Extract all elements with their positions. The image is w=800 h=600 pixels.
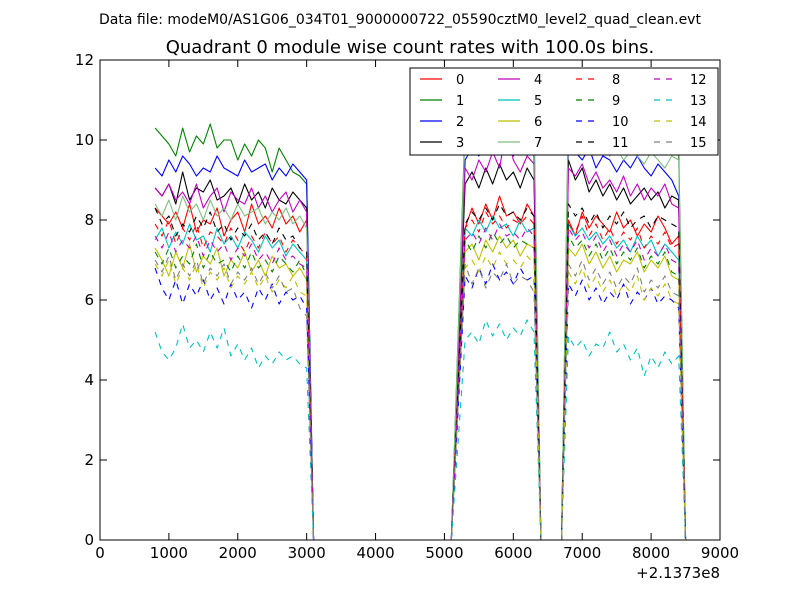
x-tick-label: 2000	[219, 544, 257, 562]
x-tick-label: 0	[95, 544, 105, 562]
legend-label-9: 9	[612, 94, 620, 109]
legend-label-13: 13	[690, 94, 707, 109]
series-line-6	[154, 235, 687, 541]
legend-label-4: 4	[534, 73, 542, 88]
series-line-7	[154, 103, 687, 541]
series-line-10	[154, 263, 687, 541]
series-line-1	[154, 107, 687, 541]
legend-box	[409, 67, 719, 156]
x-tick-label: 8000	[632, 544, 670, 562]
series-line-9	[154, 231, 687, 541]
legend-label-0: 0	[456, 73, 464, 88]
legend-label-14: 14	[690, 115, 707, 130]
x-tick-label: 5000	[425, 544, 463, 562]
legend-label-10: 10	[612, 115, 629, 130]
axis-ticks: 0 1000 2000 3000 4000 5000 6000 7000 8000 9000 0 2 4…	[75, 51, 739, 562]
x-tick-label: 9000	[701, 544, 739, 562]
legend-label-1: 1	[456, 94, 464, 109]
x-tick-label: 1000	[150, 544, 188, 562]
legend-label-12: 12	[690, 73, 707, 88]
legend-label-11: 11	[612, 136, 629, 151]
legend-label-15: 15	[690, 136, 707, 151]
y-tick-label: 12	[75, 51, 94, 69]
data-file-supertitle: Data file: modeM0/AS1G06_034T01_90000007…	[99, 12, 701, 28]
x-tick-label: 4000	[356, 544, 394, 562]
series-line-3	[154, 159, 687, 541]
series-line-14	[154, 251, 687, 541]
legend-label-8: 8	[612, 73, 620, 88]
series-line-4	[154, 127, 687, 541]
y-tick-label: 6	[84, 291, 94, 309]
y-tick-label: 10	[75, 131, 94, 149]
series-line-12	[154, 223, 687, 541]
y-tick-label: 2	[84, 451, 94, 469]
series-line-8	[154, 211, 687, 541]
y-tick-label: 8	[84, 211, 94, 229]
chart-title: Quadrant 0 module wise count rates with …	[166, 37, 655, 58]
series-lines	[154, 103, 687, 541]
legend-label-3: 3	[456, 136, 464, 151]
y-tick-label: 0	[84, 531, 94, 549]
legend-label-2: 2	[456, 115, 464, 130]
series-line-15	[154, 255, 687, 541]
x-tick-label: 3000	[288, 544, 326, 562]
legend-label-6: 6	[534, 115, 542, 130]
x-tick-label: 7000	[563, 544, 601, 562]
series-line-13	[154, 319, 687, 541]
legend-label-5: 5	[534, 94, 542, 109]
series-line-11	[154, 203, 687, 541]
x-tick-label: 6000	[494, 544, 532, 562]
x-offset-label: +2.1373e8	[636, 564, 720, 582]
legend-label-7: 7	[534, 136, 542, 151]
y-tick-label: 4	[84, 371, 94, 389]
